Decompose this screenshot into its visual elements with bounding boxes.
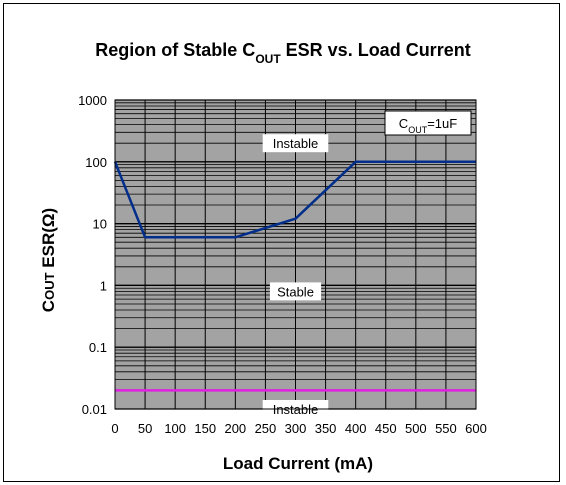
x-tick-label: 350 — [315, 421, 337, 436]
y-axis-title-subscript: OUT — [42, 272, 57, 300]
region-label-box — [269, 282, 322, 301]
x-tick-label: 400 — [345, 421, 367, 436]
y-tick-label: 0.1 — [89, 340, 107, 355]
chart-title-prefix: Region of Stable C — [95, 40, 255, 60]
x-tick-label: 600 — [465, 421, 487, 436]
region-label-text: Instable — [273, 136, 319, 151]
y-axis-ticks: 0.01 0.1 1 10 100 1000 — [78, 93, 107, 417]
x-tick-label: 250 — [255, 421, 277, 436]
cout-note-text: COUT=1uF — [399, 116, 457, 135]
chart-frame: Region of Stable COUT ESR vs. Load Curre… — [3, 3, 560, 482]
x-tick-label: 500 — [405, 421, 427, 436]
y-tick-label: 10 — [93, 217, 107, 232]
x-axis-ticks: 0 50 100 150 200 250 300 350 400 450 500 550 600 — [111, 421, 486, 436]
y-tick-label: 1000 — [78, 93, 107, 108]
chart-title-suffix: ESR vs. Load Current — [281, 40, 471, 60]
region-label-1: Instable — [262, 134, 329, 153]
region-label-box — [262, 134, 329, 153]
series-line-1 — [113, 160, 476, 239]
cout-note-suffix: =1uF — [427, 116, 457, 131]
y-tick-label: 1 — [100, 278, 107, 293]
x-tick-label: 0 — [111, 421, 118, 436]
grid — [114, 99, 477, 410]
x-axis-title: Load Current (mA) — [223, 454, 373, 473]
x-tick-label: 150 — [194, 421, 216, 436]
cout-note-subscript: OUT — [408, 125, 428, 135]
x-tick-label: 300 — [285, 421, 307, 436]
cout-note-prefix: C — [399, 116, 408, 131]
series-layer — [113, 160, 476, 392]
x-tick-label: 100 — [164, 421, 186, 436]
y-axis-title: COUT ESR(Ω) — [39, 208, 58, 312]
x-tick-label: 50 — [138, 421, 152, 436]
region-label-text: Stable — [277, 284, 314, 299]
cout-note-box — [384, 110, 472, 136]
y-axis-title-suffix: ESR(Ω) — [39, 208, 58, 273]
y-axis-title-prefix: C — [39, 300, 58, 312]
x-tick-label: 450 — [375, 421, 397, 436]
region-label-2: Stable — [269, 282, 322, 301]
x-tick-label: 550 — [435, 421, 457, 436]
plot-border — [114, 99, 477, 410]
chart-svg: Region of Stable COUT ESR vs. Load Curre… — [39, 40, 487, 473]
y-tick-label: 0.01 — [82, 402, 107, 417]
x-tick-label: 200 — [224, 421, 246, 436]
chart-title: Region of Stable COUT ESR vs. Load Curre… — [95, 40, 470, 66]
y-tick-label: 100 — [85, 155, 107, 170]
cout-note: COUT=1uF — [384, 110, 472, 136]
chart-title-subscript: OUT — [255, 52, 281, 66]
